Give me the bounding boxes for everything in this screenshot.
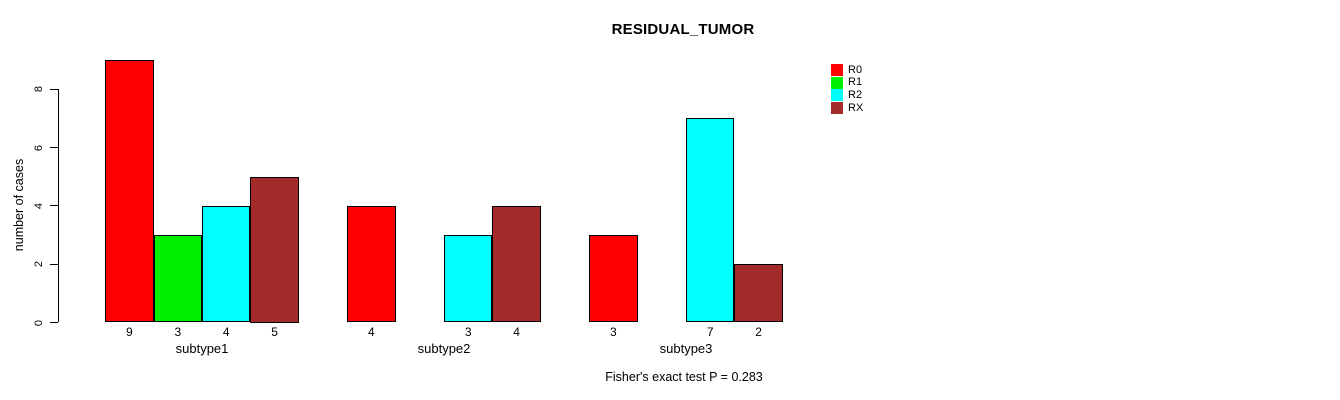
legend-item-R1: R1 bbox=[831, 76, 863, 89]
chart-title: RESIDUAL_TUMOR bbox=[611, 21, 755, 38]
y-axis-line bbox=[58, 89, 59, 323]
bar-value-R2-subtype3: 7 bbox=[706, 325, 714, 339]
legend-item-RX: RX bbox=[831, 101, 864, 115]
x-category-label-subtype2: subtype2 bbox=[417, 341, 471, 356]
legend-swatch-R1 bbox=[831, 76, 843, 89]
legend-label-R0: R0 bbox=[848, 63, 863, 76]
bar-value-R2-subtype1: 4 bbox=[222, 325, 230, 339]
y-tick-8 bbox=[50, 88, 58, 90]
bar-RX-subtype3 bbox=[734, 264, 783, 323]
x-category-label-subtype3: subtype3 bbox=[659, 341, 713, 356]
bar-value-RX-subtype1: 5 bbox=[271, 325, 278, 339]
bar-RX-subtype2 bbox=[492, 205, 541, 323]
bar-value-R0-subtype1: 9 bbox=[126, 325, 133, 339]
y-tick-4 bbox=[50, 205, 58, 207]
legend-label-RX: RX bbox=[848, 101, 864, 114]
bar-value-R1-subtype1: 3 bbox=[174, 325, 182, 339]
bar-R2-subtype2 bbox=[444, 235, 493, 323]
legend-item-R0: R0 bbox=[831, 64, 863, 76]
y-tick-label-6: 6 bbox=[33, 144, 45, 151]
bar-R0-subtype2 bbox=[347, 205, 396, 323]
y-tick-label-4: 4 bbox=[33, 202, 45, 209]
bar-RX-subtype1 bbox=[250, 176, 299, 323]
bar-value-RX-subtype3: 2 bbox=[755, 325, 762, 339]
legend-item-R2: R2 bbox=[831, 88, 863, 102]
legend: R0 R1 R2 RX bbox=[831, 64, 863, 115]
bar-R1-subtype1 bbox=[153, 235, 202, 323]
legend-label-R2: R2 bbox=[848, 88, 863, 101]
bar-value-R2-subtype2: 3 bbox=[464, 325, 472, 339]
y-tick-label-8: 8 bbox=[33, 86, 45, 93]
legend-swatch-R0 bbox=[831, 64, 843, 76]
y-axis-label: number of cases bbox=[12, 158, 26, 252]
legend-swatch-R2 bbox=[831, 89, 843, 102]
bar-R2-subtype1 bbox=[202, 205, 251, 323]
legend-swatch-RX bbox=[831, 102, 843, 115]
y-tick-2 bbox=[50, 263, 58, 265]
y-tick-label-0: 0 bbox=[33, 319, 45, 326]
bar-R0-subtype3 bbox=[589, 235, 638, 323]
x-category-label-subtype1: subtype1 bbox=[175, 341, 229, 356]
y-tick-0 bbox=[50, 322, 58, 323]
bar-value-RX-subtype2: 4 bbox=[513, 325, 520, 339]
bar-R0-subtype1 bbox=[105, 60, 154, 323]
legend-label-R1: R1 bbox=[848, 76, 863, 89]
bar-R2-subtype3 bbox=[686, 118, 735, 323]
fisher-test-annotation: Fisher's exact test P = 0.283 bbox=[605, 370, 763, 384]
y-tick-label-2: 2 bbox=[33, 261, 45, 268]
bar-value-R0-subtype3: 3 bbox=[610, 325, 617, 339]
bar-value-R0-subtype2: 4 bbox=[368, 325, 375, 339]
y-tick-6 bbox=[50, 147, 58, 149]
